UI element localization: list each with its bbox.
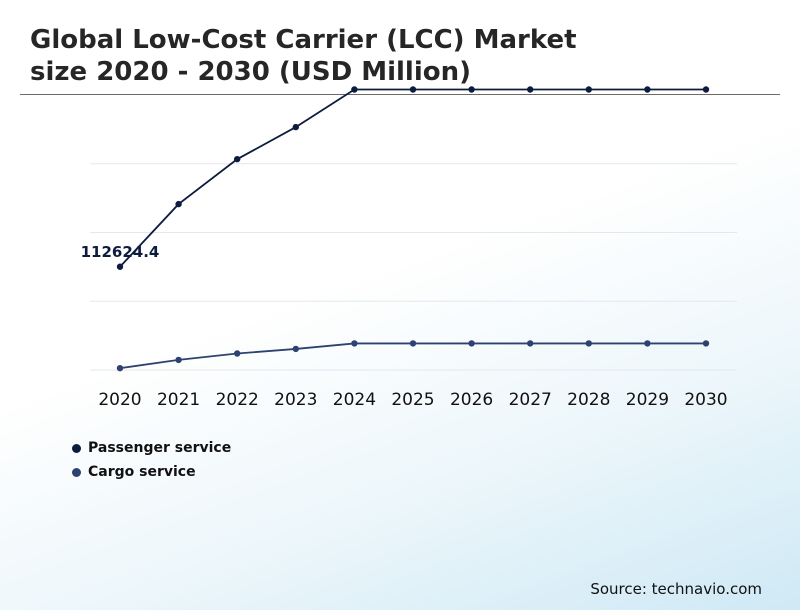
series-0-point-2029	[644, 86, 651, 93]
legend-item-cargo: Cargo service	[72, 460, 231, 484]
series-0-point-2025	[409, 86, 417, 93]
legend-label-passenger: Passenger service	[88, 440, 232, 456]
series-0-point-2027	[527, 86, 534, 93]
series-1-point-2030	[702, 340, 710, 347]
series-0-point-2030	[702, 86, 710, 93]
series-1-point-2028	[585, 340, 592, 347]
legend-marker-cargo	[72, 467, 81, 477]
series-1-point-2020	[116, 364, 124, 372]
x-tick-label-2030: 2030	[684, 390, 727, 410]
series-1-point-2021	[175, 356, 182, 364]
x-tick-label-2021: 2021	[157, 390, 200, 410]
legend-marker-passenger	[72, 443, 81, 453]
series-0-point-2026	[468, 86, 475, 93]
x-tick-label-2023: 2023	[274, 390, 317, 410]
series-1-point-2022	[234, 350, 241, 357]
legend-label-cargo: Cargo service	[88, 464, 196, 480]
x-tick-label-2027: 2027	[509, 390, 552, 410]
series-0-point-2023	[292, 123, 299, 131]
series-1-point-2027	[527, 340, 534, 347]
series-1-point-2023	[292, 345, 299, 353]
chart-title-line-2: size 2020 - 2030 (USD Million)	[30, 57, 472, 87]
x-tick-label-2022: 2022	[216, 390, 259, 410]
source-credit: Source: technavio.com	[590, 580, 762, 598]
series-1-point-2029	[644, 340, 651, 347]
x-tick-label-2020: 2020	[98, 390, 141, 410]
series-0-point-2024	[351, 86, 358, 93]
x-tick-label-2029: 2029	[626, 390, 669, 410]
series-0-point-2022	[234, 155, 241, 163]
series-0-point-2020	[116, 263, 124, 270]
series-line-0	[119, 88, 706, 268]
x-tick-label-2028: 2028	[567, 390, 610, 410]
series-1-point-2025	[409, 340, 417, 347]
series-1-point-2026	[468, 340, 475, 347]
chart-title: Global Low-Cost Carrier (LCC) Market siz…	[30, 24, 577, 88]
legend-item-passenger: Passenger service	[72, 436, 231, 460]
chart-title-line-1: Global Low-Cost Carrier (LCC) Market	[30, 25, 577, 55]
x-tick-label-2024: 2024	[333, 390, 376, 410]
x-tick-label-2026: 2026	[450, 390, 493, 410]
title-divider	[20, 94, 780, 95]
chart-legend: Passenger service Cargo service	[72, 436, 231, 484]
x-tick-label-2025: 2025	[391, 390, 434, 410]
series-0-point-2021	[175, 200, 182, 208]
line-chart: 2020 2021 2022 2023 2024 2025 2026 2027 2028 2029…	[81, 86, 737, 410]
data-label-0: 112624.4	[81, 243, 160, 261]
series-line-1	[119, 342, 706, 370]
series-1-point-2024	[351, 340, 358, 347]
series-0-point-2028	[585, 86, 592, 93]
